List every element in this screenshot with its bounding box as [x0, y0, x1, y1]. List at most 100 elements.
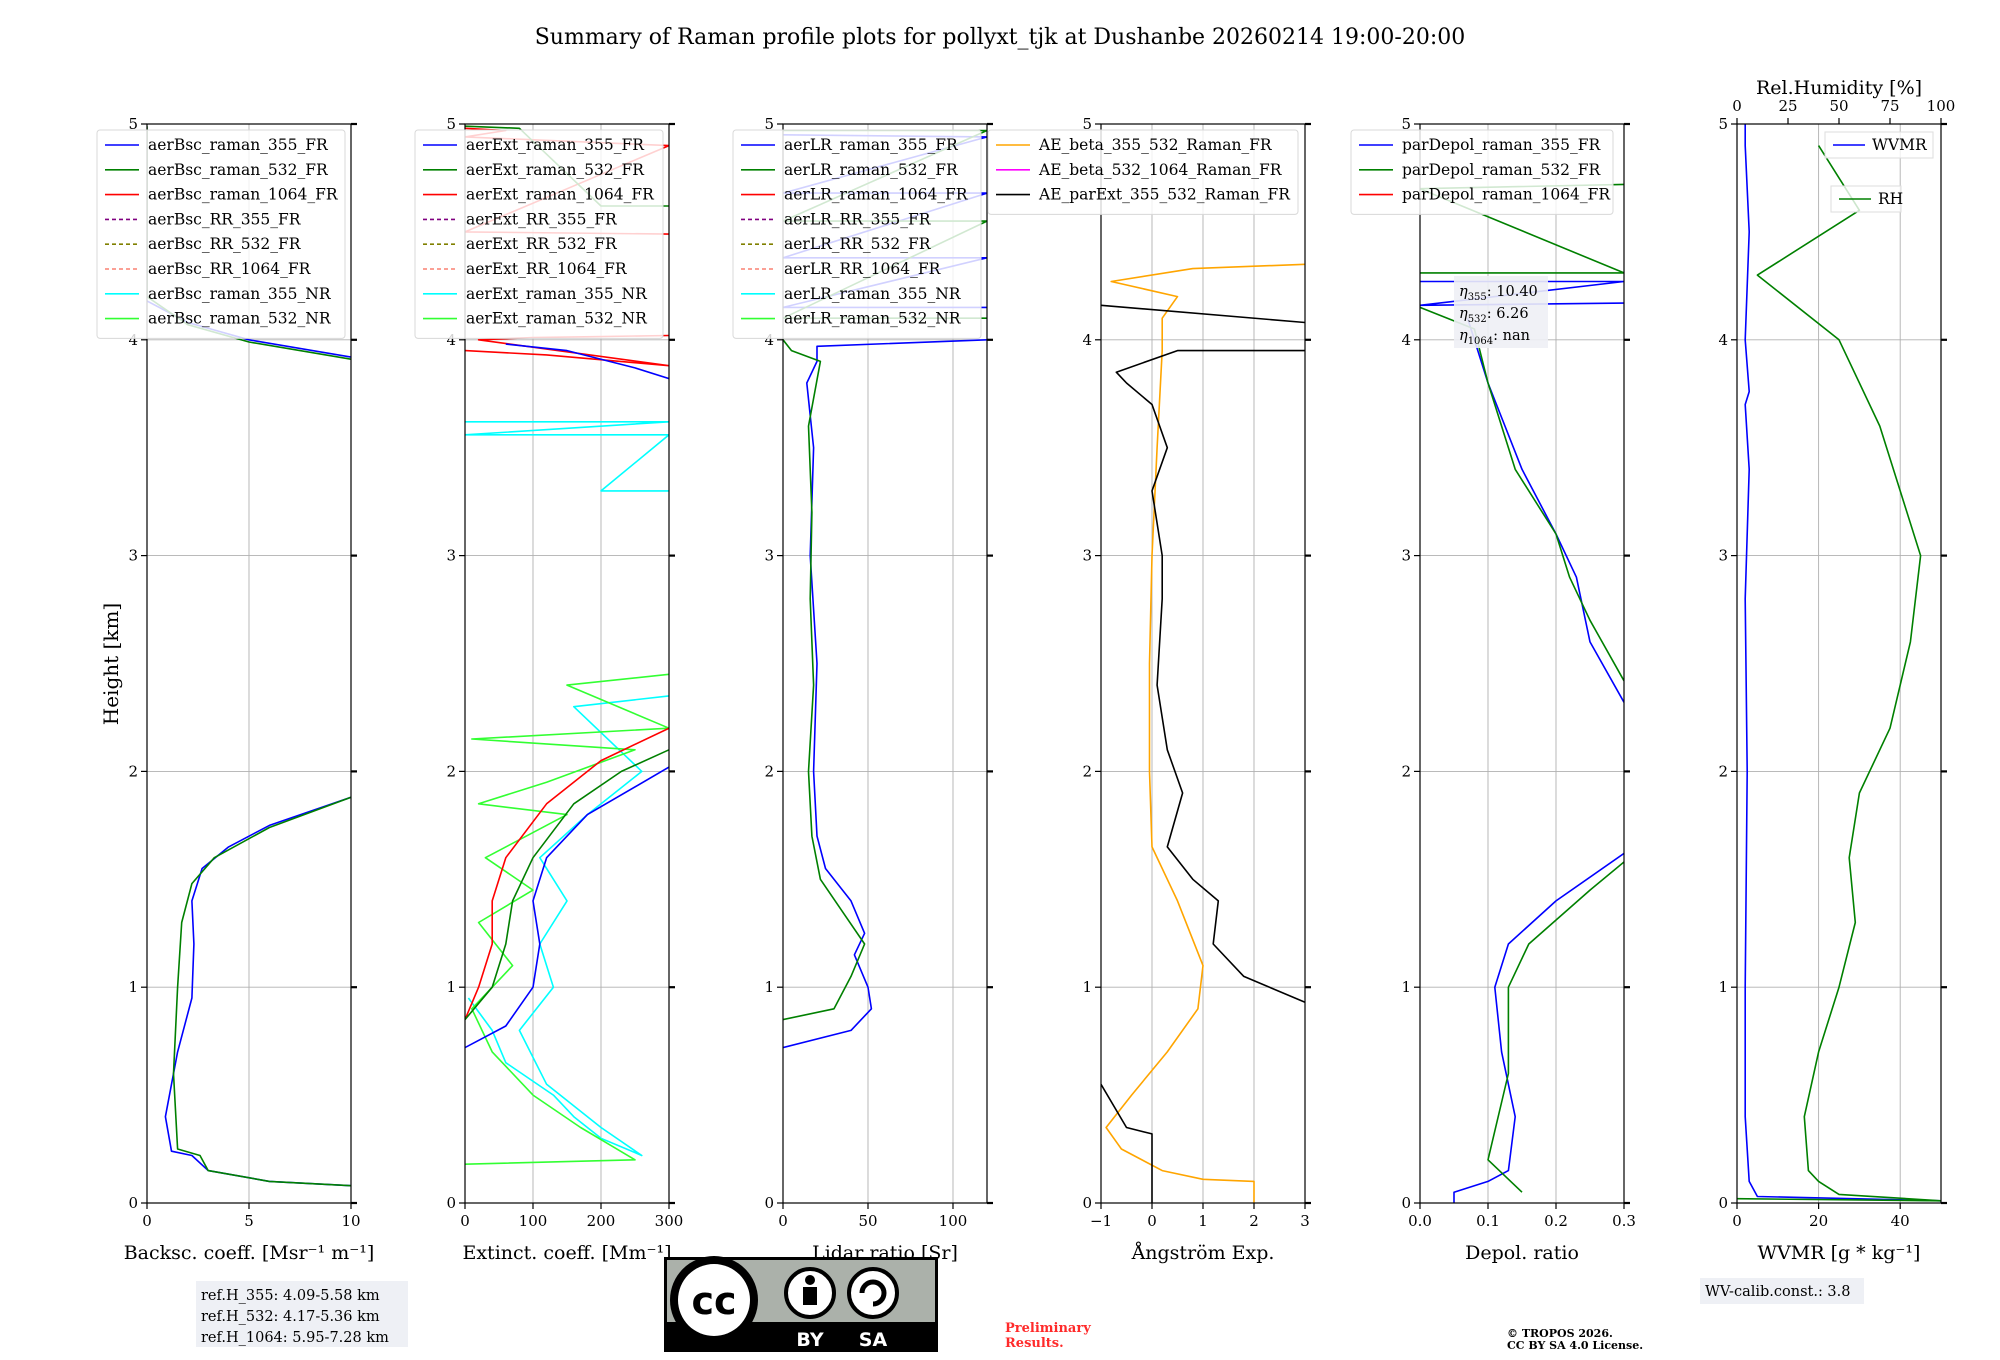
series-line [1420, 306, 1624, 682]
cc-circle [678, 1264, 750, 1336]
y-tick-label: 1 [1401, 978, 1411, 996]
axes-frame [464, 123, 670, 1204]
series-line [1101, 1083, 1153, 1203]
legend-label: aerLR_raman_1064_FR [784, 186, 969, 204]
preliminary-line-2: Results. [1005, 1336, 1064, 1351]
x-tick-label: 0.0 [1408, 1212, 1432, 1230]
series-line [465, 749, 669, 1021]
legend-label: aerBsc_raman_532_NR [148, 310, 332, 328]
legend-label: aerLR_raman_532_NR [784, 310, 962, 328]
rh-tick-label: 100 [1927, 97, 1956, 115]
rh-axis-label: Rel.Humidity [%] [1756, 77, 1922, 99]
x-axis-label: Backsc. coeff. [Msr⁻¹ m⁻¹] [124, 1242, 375, 1264]
axes-frame [782, 123, 988, 1204]
series-line [465, 420, 669, 492]
y-tick-label: 2 [1718, 762, 1728, 780]
y-tick-label: 3 [446, 547, 456, 565]
series-line [164, 796, 351, 1187]
y-tick-label: 1 [1082, 978, 1092, 996]
annotation-line: WV-calib.const.: 3.8 [1705, 1284, 1851, 1300]
y-tick-label: 3 [1401, 547, 1411, 565]
series-line [1737, 145, 1941, 1202]
y-tick-label: 4 [128, 331, 138, 349]
annotation-box [196, 1281, 408, 1347]
reference-height-box: ref.H_355: 4.09-5.58 km ref.H_532: 4.17-5… [196, 1281, 408, 1347]
legend-label: aerLR_RR_355_FR [784, 210, 932, 228]
x-axis-label: WVMR [g * kg⁻¹] [1758, 1242, 1921, 1264]
y-tick-label: 5 [764, 115, 774, 133]
y-tick-label: 4 [764, 331, 774, 349]
figure-title: Summary of Raman profile plots for polly… [535, 25, 1466, 50]
x-tick-label: 100 [519, 1212, 548, 1230]
y-tick-label: 5 [1082, 115, 1092, 133]
x-tick-label: 1 [1198, 1212, 1208, 1230]
legend-label: aerBsc_RR_532_FR [148, 235, 302, 253]
y-tick-label: 2 [1082, 762, 1092, 780]
legend-label: WVMR [1872, 136, 1928, 154]
legend-label: aerLR_RR_532_FR [784, 235, 932, 253]
y-tick-label: 1 [446, 978, 456, 996]
y-tick-label: 4 [446, 331, 456, 349]
annotation-line: ref.H_532: 4.17-5.36 km [201, 1309, 380, 1325]
x-tick-label: 20 [1809, 1212, 1828, 1230]
x-tick-label: 0.2 [1544, 1212, 1568, 1230]
legend: aerLR_raman_355_FR aerLR_raman_532_FR aerL… [732, 129, 982, 339]
y-tick-label: 5 [1401, 115, 1411, 133]
legend-label: aerLR_raman_355_FR [784, 136, 959, 154]
y-tick-label: 3 [128, 547, 138, 565]
x-tick-label: 10 [341, 1212, 360, 1230]
y-tick-label: 0 [764, 1194, 774, 1212]
series-line [467, 695, 669, 1157]
x-tick-label: 0 [1732, 1212, 1742, 1230]
series-line [783, 339, 866, 1021]
panel-wvmr: 0 20 40 0 1 2 3 4 5 WVMR [g * kg⁻¹] WVMR RH WV-calib… [1700, 77, 1955, 1304]
axes-frame [1419, 123, 1625, 1204]
y-tick-label: 0 [1082, 1194, 1092, 1212]
legend-label: AE_parExt_355_532_Raman_FR [1038, 186, 1291, 204]
y-tick-label: 5 [1718, 115, 1728, 133]
series-line [1115, 349, 1305, 1004]
by-icon-head [805, 1275, 815, 1285]
legend-box [987, 129, 1299, 215]
y-tick-label: 5 [446, 115, 456, 133]
x-axis-label: Depol. ratio [1465, 1242, 1579, 1264]
sa-icon [847, 1267, 899, 1319]
x-tick-label: 0.3 [1612, 1212, 1636, 1230]
legend-box [414, 129, 664, 339]
legend: AE_beta_355_532_Raman_FR AE_beta_532_1064… [987, 129, 1299, 215]
y-tick-label: 1 [1718, 978, 1728, 996]
x-tick-label: 0 [460, 1212, 470, 1230]
legend-label: aerBsc_raman_1064_FR [148, 186, 339, 204]
rh-tick-label: 25 [1778, 97, 1797, 115]
x-tick-label: 40 [1891, 1212, 1910, 1230]
legend-label: aerExt_raman_1064_FR [466, 186, 655, 204]
x-axis-label: Extinct. coeff. [Mm⁻¹] [462, 1242, 671, 1264]
legend-label: AE_beta_355_532_Raman_FR [1038, 136, 1273, 154]
series-line [1744, 124, 1941, 1202]
legend: aerBsc_raman_355_FR aerBsc_raman_532_FRae… [96, 129, 346, 339]
annotation-line: ref.H_1064: 5.95-7.28 km [201, 1330, 389, 1346]
axes-frame [146, 123, 352, 1204]
x-tick-label: 50 [858, 1212, 877, 1230]
axes-frame [1736, 123, 1942, 1204]
legend: parDepol_raman_355_FR parDepol_raman_532_… [1350, 129, 1614, 215]
annotation-box [1454, 276, 1548, 348]
y-tick-label: 1 [764, 978, 774, 996]
legend-label: parDepol_raman_355_FR [1402, 136, 1602, 154]
y-tick-label: 2 [1401, 762, 1411, 780]
annotation-box [1700, 1278, 1864, 1304]
series-line [1101, 304, 1305, 324]
legend-label: aerBsc_raman_355_NR [148, 285, 332, 303]
legend-box [1350, 129, 1614, 215]
eta-box: η355: 10.40 η532: 6.26 η1064: nan [1454, 276, 1548, 348]
panel-backscatter: 0 5 10 0 1 2 3 4 5 Backsc. coeff. [Msr⁻¹ m⁻¹] aerB… [96, 115, 408, 1347]
x-tick-label: 2 [1249, 1212, 1259, 1230]
legend-label: parDepol_raman_1064_FR [1402, 186, 1611, 204]
series-group [1737, 124, 1941, 1202]
y-tick-label: 2 [128, 762, 138, 780]
series-line [465, 766, 669, 1049]
legend-label: AE_beta_532_1064_Raman_FR [1038, 161, 1283, 179]
legend: WVMR RH [1824, 131, 1934, 213]
